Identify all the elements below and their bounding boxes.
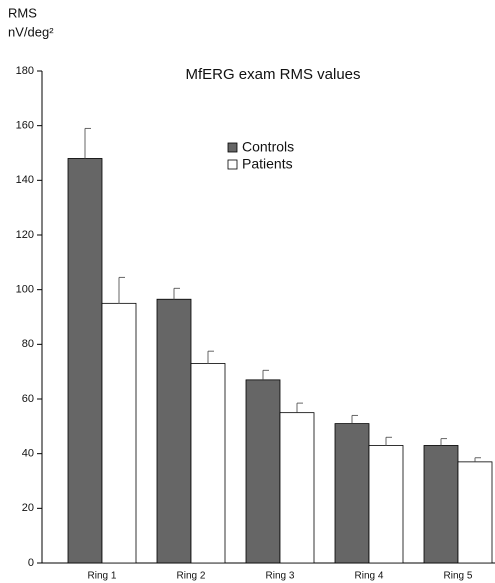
x-tick-label: Ring 1 — [88, 571, 117, 582]
y-tick-label: 120 — [16, 229, 34, 241]
error-bar — [351, 414, 358, 424]
bar — [457, 461, 493, 564]
chart-title: MfERG exam RMS values — [185, 66, 360, 83]
bar — [67, 158, 103, 564]
bar — [156, 298, 192, 564]
bar — [101, 302, 137, 564]
x-tick-label: Ring 2 — [177, 571, 206, 582]
y-axis-unit: nV/deg² — [8, 24, 54, 39]
x-tick-label: Ring 4 — [355, 571, 384, 582]
bar — [368, 445, 404, 564]
bar — [190, 363, 226, 564]
y-tick-label: 100 — [16, 284, 34, 296]
error-bar — [440, 438, 447, 446]
error-bar — [262, 369, 269, 380]
x-tick-label: Ring 5 — [444, 571, 473, 582]
y-tick-label: 180 — [16, 65, 34, 77]
y-axis-label: RMS — [8, 5, 37, 20]
y-tick-label: 160 — [16, 120, 34, 132]
y-tick-label: 0 — [28, 557, 34, 569]
bar — [423, 445, 459, 564]
legend-label: Patients — [242, 156, 293, 172]
error-bar — [84, 127, 91, 159]
error-bar — [173, 287, 180, 300]
bar — [279, 412, 315, 564]
y-tick-label: 140 — [16, 174, 34, 186]
y-tick-label: 80 — [22, 338, 34, 350]
error-bar — [207, 350, 214, 364]
bar — [245, 379, 281, 564]
legend-swatch — [227, 159, 238, 170]
bar — [334, 423, 370, 564]
x-tick-label: Ring 3 — [266, 571, 295, 582]
y-tick-label: 20 — [22, 502, 34, 514]
legend-swatch — [227, 142, 238, 153]
legend-label: Controls — [242, 139, 294, 155]
error-bar — [474, 457, 481, 462]
error-bar — [385, 436, 392, 446]
y-tick-label: 60 — [22, 393, 34, 405]
error-bar — [118, 276, 125, 304]
y-tick-label: 40 — [22, 448, 34, 460]
error-bar — [296, 402, 303, 413]
